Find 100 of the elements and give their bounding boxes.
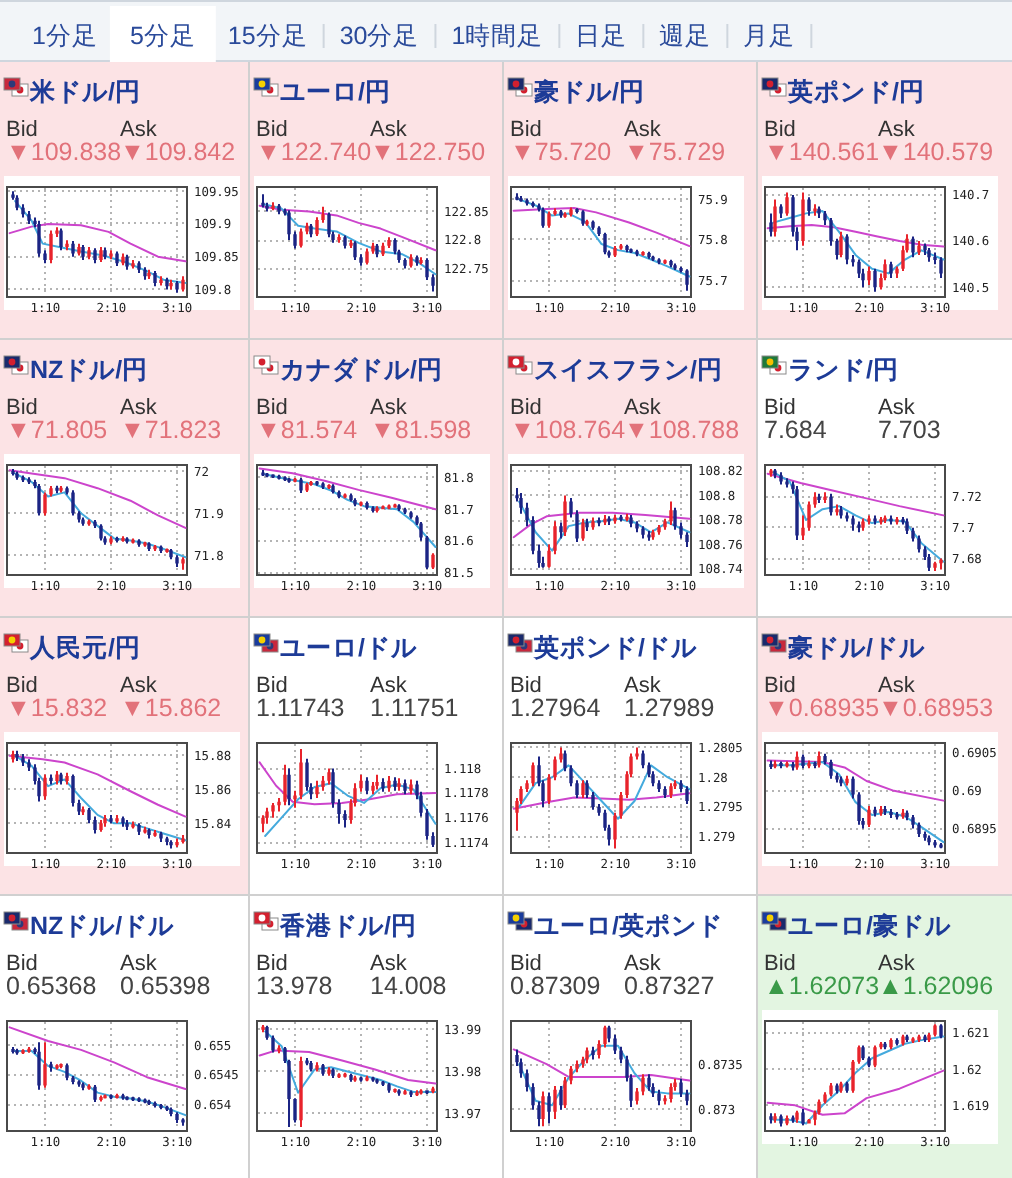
line-series [772, 761, 945, 844]
text: Bid [256, 396, 288, 420]
text: 1.27964 [510, 694, 601, 722]
text: Bid [256, 674, 288, 698]
chart-title: NZドル/円 [30, 356, 149, 384]
line-series [8, 754, 187, 818]
text: 15分足 [227, 22, 308, 50]
text: ▼15.862 [120, 694, 222, 722]
line-series [518, 500, 691, 552]
chart-title: カナダドル/円 [280, 356, 443, 384]
chart-title: ユーロ/豪ドル [788, 910, 953, 940]
text: Bid [6, 118, 38, 142]
chart-title: NZドル/ドル [30, 912, 177, 940]
line-series [766, 1069, 945, 1116]
line-series [766, 472, 945, 517]
line-series [264, 1030, 437, 1094]
text: Bid [256, 118, 288, 142]
chart-title: 豪ドル/円 [532, 76, 645, 106]
text: Ask [624, 952, 662, 976]
line-series [14, 200, 187, 284]
text: Bid [510, 952, 542, 976]
text: Ask [120, 952, 158, 976]
text: ▼108.788 [624, 416, 740, 444]
chart-title: 米ドル/円 [28, 78, 141, 106]
text: Bid [764, 952, 796, 976]
line-series [264, 473, 437, 548]
text: Bid [510, 674, 542, 698]
text: ▼140.579 [878, 138, 994, 166]
text: 1.27989 [624, 694, 715, 722]
text: 14.008 [370, 972, 447, 1000]
text: 0.87327 [624, 972, 715, 1000]
text: ▼75.720 [510, 138, 612, 166]
text: ▼140.561 [764, 138, 880, 166]
text: 13.978 [256, 972, 333, 1000]
line-series [8, 469, 187, 529]
chart-title: ユーロ/英ポンド [534, 912, 723, 940]
text: 5分足 [129, 22, 196, 50]
text: Ask [624, 674, 662, 698]
line-series [258, 761, 437, 806]
text: ▼75.729 [624, 138, 726, 166]
text: ▼108.764 [510, 416, 626, 444]
line-series [14, 1050, 187, 1117]
text: Bid [510, 118, 542, 142]
text: ▼109.842 [120, 138, 236, 166]
text: Bid [6, 674, 38, 698]
candlestick [867, 515, 871, 525]
line-series [512, 206, 691, 248]
text: Ask [120, 674, 158, 698]
text: 日足 [575, 22, 628, 50]
line-series [766, 223, 945, 248]
text: ▼0.68953 [878, 694, 994, 722]
chart-title: スイスフラン/円 [534, 356, 723, 384]
line-series [512, 1048, 691, 1082]
line-series [772, 1035, 945, 1125]
text: 30分足 [339, 22, 420, 50]
chart-title: ランド/円 [788, 356, 899, 384]
line-series [264, 782, 437, 838]
line-series [766, 759, 945, 802]
chart-title: 英ポンド/円 [786, 78, 925, 106]
text: 1時間足 [451, 22, 544, 50]
line-series [8, 223, 187, 263]
text: Ask [370, 118, 408, 142]
candlestick [813, 204, 817, 216]
text: Ask [120, 396, 158, 420]
text: Ask [878, 118, 916, 142]
text: ▼15.832 [6, 694, 108, 722]
candlestick [889, 515, 893, 525]
text: 週足 [659, 22, 712, 50]
text: ▼81.598 [370, 416, 472, 444]
text: ▼71.805 [6, 416, 108, 444]
text: Ask [120, 118, 158, 142]
text: ▼122.750 [370, 138, 486, 166]
text: Bid [256, 952, 288, 976]
line-series [258, 204, 437, 252]
candlestick [159, 276, 163, 286]
candlestick [397, 778, 401, 791]
text: Ask [624, 118, 662, 142]
line-series [518, 198, 691, 278]
candlestick [785, 478, 789, 488]
text: ▲1.62096 [878, 972, 994, 1000]
text: Bid [6, 396, 38, 420]
chart-title: ユーロ/ドル [280, 634, 419, 662]
text: Ask [370, 396, 408, 420]
line-series [518, 764, 691, 820]
text: 7.684 [764, 416, 827, 444]
text: Bid [6, 952, 38, 976]
line-series [512, 792, 691, 810]
line-series [14, 754, 187, 842]
text: 1分足 [32, 22, 98, 50]
text: ▲1.62073 [764, 972, 880, 1000]
text: 0.87309 [510, 972, 601, 1000]
text: Bid [764, 674, 796, 698]
candlestick [773, 1113, 777, 1123]
line-series [772, 210, 945, 275]
text: Ask [878, 674, 916, 698]
text: Bid [764, 396, 796, 420]
text: 7.703 [878, 416, 941, 444]
text: Ask [878, 952, 916, 976]
text: 1.11743 [256, 694, 345, 722]
text: Bid [510, 396, 542, 420]
